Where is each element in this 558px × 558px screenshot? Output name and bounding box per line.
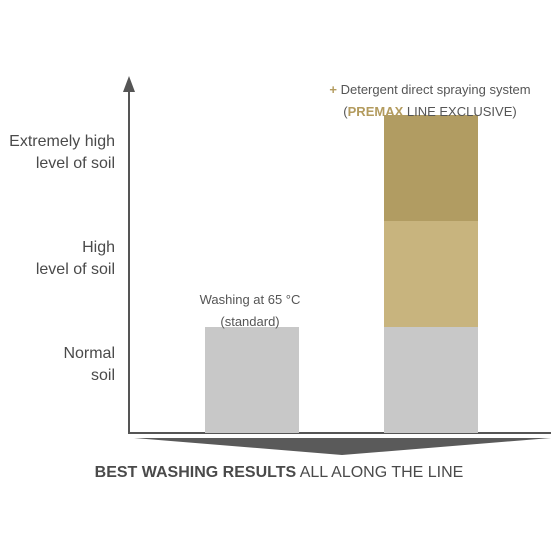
annotation-premax-text: Detergent direct spraying system: [340, 82, 531, 97]
annotation-premax-line2: (PREMAX LINE EXCLUSIVE): [310, 101, 550, 123]
annotation-premax-line1: + Detergent direct spraying system: [310, 79, 550, 101]
annotation-open-paren: (: [343, 104, 348, 119]
brand-premax: PREMAX: [347, 104, 404, 119]
bar-1-segment-normal: [205, 327, 299, 433]
bar-2-segment-normal: [384, 327, 478, 433]
annotation-premax: + Detergent direct spraying system (PREM…: [310, 79, 550, 123]
y-label-normal: Normal soil: [63, 345, 115, 384]
annotation-standard: Washing at 65 °C (standard): [150, 289, 350, 333]
bar-2-segment-high: [384, 221, 478, 327]
x-axis-label-rest: ALL ALONG THE LINE: [296, 464, 464, 481]
plus-sign: +: [329, 82, 337, 97]
y-label-extreme: Extremely high level of soil: [9, 133, 115, 172]
y-label-high: High level of soil: [35, 239, 115, 278]
wedge-arrow-icon: [134, 438, 551, 455]
x-axis-label: BEST WASHING RESULTS ALL ALONG THE LINE: [0, 464, 558, 482]
annotation-standard-line1: Washing at 65 °C: [199, 292, 301, 307]
bar-2-segment-extreme: [384, 115, 478, 221]
annotation-standard-line2: (standard): [220, 314, 280, 329]
y-axis-arrow-icon: [123, 76, 135, 92]
x-axis-label-bold: BEST WASHING RESULTS: [94, 464, 297, 481]
annotation-line-exclusive: LINE EXCLUSIVE): [403, 104, 517, 119]
